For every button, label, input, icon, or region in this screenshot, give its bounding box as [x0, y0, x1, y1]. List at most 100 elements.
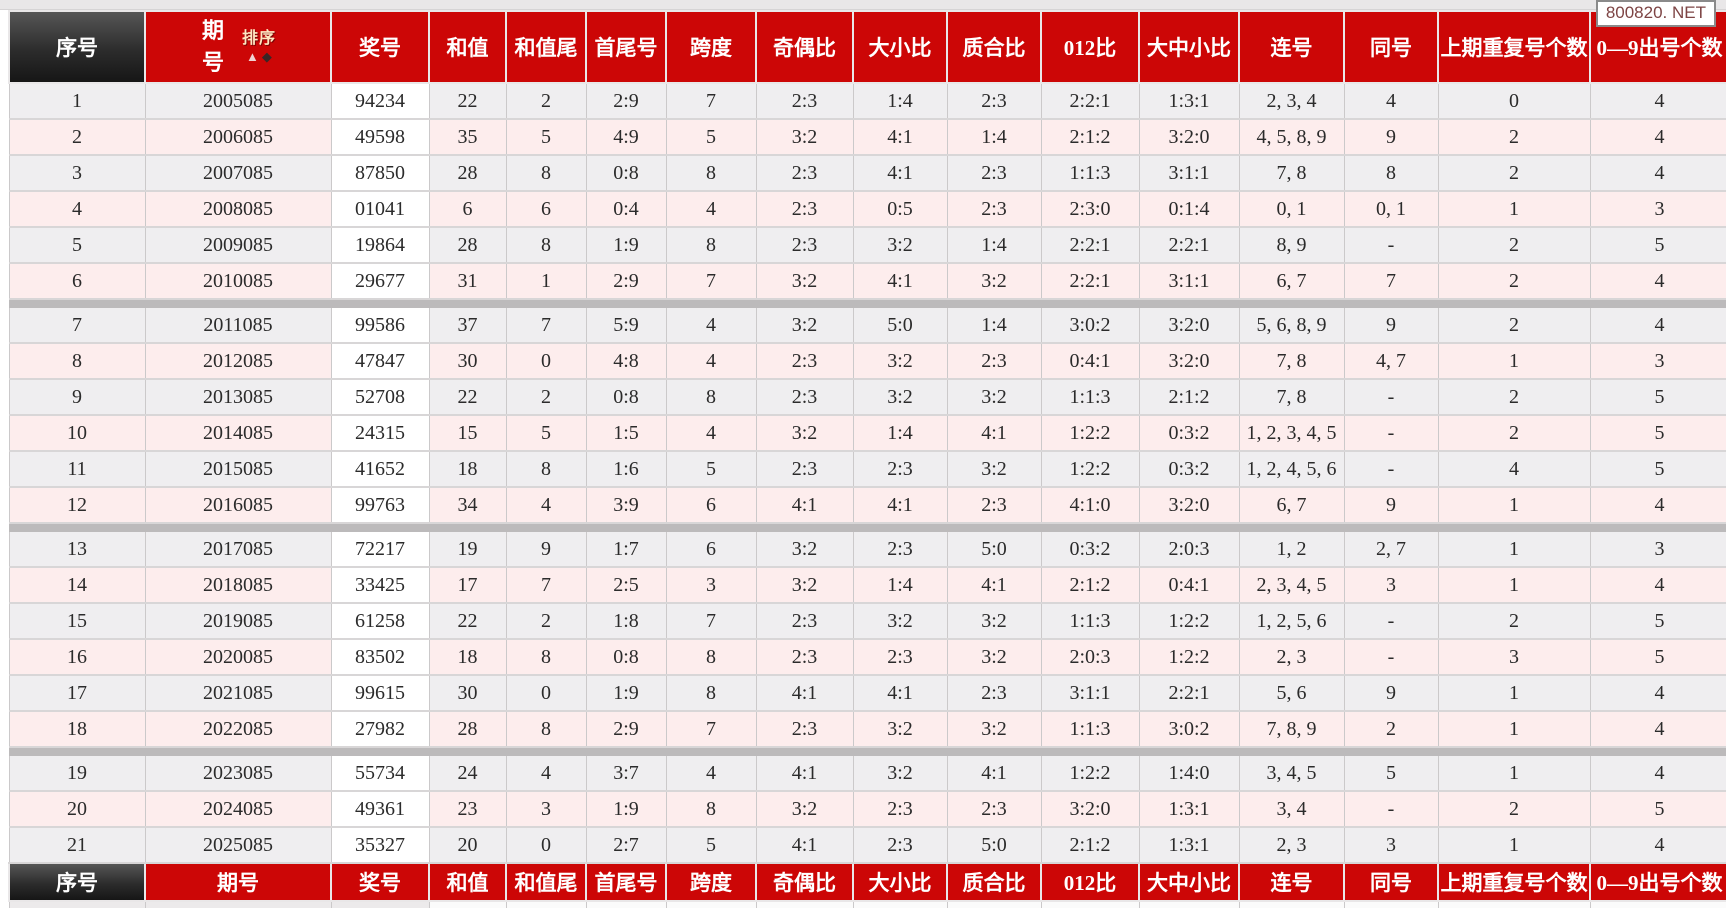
cell-span: 7	[665, 263, 757, 300]
cell-prev_repeat_count: 1	[1437, 567, 1591, 604]
cell-prev_repeat_count: 1	[1437, 191, 1591, 228]
cell-period: 2009085	[144, 227, 332, 264]
cell-span: 5	[665, 451, 757, 488]
cell-big_mid_small: 3:2:0	[1138, 308, 1240, 344]
cell-sum_tail: 0	[505, 675, 587, 712]
cell-sum_tail: 8	[505, 639, 587, 676]
cell-sum_tail: 2	[505, 603, 587, 640]
cell-big_mid_small: 3:2:0	[1138, 487, 1240, 524]
partial-cell	[665, 901, 757, 908]
cell-first_last: 0:8	[585, 379, 667, 416]
cell-sum: 19	[428, 532, 507, 568]
cell-same_number: 3	[1343, 567, 1439, 604]
partial-cell	[1138, 901, 1240, 908]
cell-sum: 20	[428, 827, 507, 864]
cell-prime_composite: 2:3	[946, 675, 1042, 712]
table-row: 13 2017085 72217 19 9 1:7 6 3:2 2:3 5:0 0:3:2 2:0:3…	[8, 532, 1726, 568]
cell-consecutive: 2, 3	[1238, 639, 1345, 676]
cell-sum_tail: 2	[505, 379, 587, 416]
cell-period: 2014085	[144, 415, 332, 452]
cell-big_mid_small: 1:3:1	[1138, 791, 1240, 828]
cell-period: 2016085	[144, 487, 332, 524]
cell-number: 52708	[330, 379, 430, 416]
cell-big_mid_small: 0:3:2	[1138, 451, 1240, 488]
cell-odd_even: 3:2	[755, 415, 854, 452]
cell-big_mid_small: 2:0:3	[1138, 532, 1240, 568]
cell-index: 12	[8, 487, 146, 524]
cell-prime_composite: 2:3	[946, 487, 1042, 524]
cell-prev_repeat_count: 2	[1437, 791, 1591, 828]
cell-prime_composite: 3:2	[946, 603, 1042, 640]
cell-consecutive: 6, 7	[1238, 487, 1345, 524]
cell-first_last: 3:9	[585, 487, 667, 524]
cell-number: 29677	[330, 263, 430, 300]
col-header-same_number: 同号	[1343, 10, 1439, 84]
cell-prime_composite: 2:3	[946, 343, 1042, 380]
cell-first_last: 0:4	[585, 191, 667, 228]
cell-period: 2015085	[144, 451, 332, 488]
col-header-sum_tail: 和值尾	[505, 10, 587, 84]
cell-same_number: 4	[1343, 83, 1439, 120]
partial-next-row	[8, 901, 1726, 908]
cell-sum: 18	[428, 639, 507, 676]
cell-odd_even: 2:3	[755, 227, 854, 264]
cell-digits_appeared: 5	[1589, 227, 1726, 264]
cell-sum_tail: 4	[505, 487, 587, 524]
cell-first_last: 1:8	[585, 603, 667, 640]
cell-odd_even: 4:1	[755, 487, 854, 524]
cell-number: 94234	[330, 83, 430, 120]
cell-consecutive: 3, 4	[1238, 791, 1345, 828]
cell-number: 19864	[330, 227, 430, 264]
cell-big_small: 4:1	[852, 675, 948, 712]
cell-prev_repeat_count: 2	[1437, 603, 1591, 640]
cell-same_number: -	[1343, 379, 1439, 416]
cell-digits_appeared: 4	[1589, 675, 1726, 712]
cell-big_small: 3:2	[852, 711, 948, 748]
cell-ratio_012: 2:3:0	[1040, 191, 1140, 228]
cell-same_number: 9	[1343, 675, 1439, 712]
col-header-period[interactable]: 期号 排序 ▲ ◆	[144, 10, 332, 84]
cell-index: 13	[8, 532, 146, 568]
table-row: 6 2010085 29677 31 1 2:9 7 3:2 4:1 3:2 2:2:1 3:1:1 6…	[8, 263, 1726, 300]
cell-first_last: 4:9	[585, 119, 667, 156]
cell-index: 2	[8, 119, 146, 156]
partial-cell	[585, 901, 667, 908]
sort-label: 排序	[241, 30, 276, 47]
cell-period: 2019085	[144, 603, 332, 640]
cell-index: 14	[8, 567, 146, 604]
cell-number: 41652	[330, 451, 430, 488]
cell-big_mid_small: 2:1:2	[1138, 379, 1240, 416]
partial-cell	[428, 901, 507, 908]
group-separator	[9, 747, 1726, 756]
cell-digits_appeared: 5	[1589, 379, 1726, 416]
cell-odd_even: 2:3	[755, 191, 854, 228]
cell-big_mid_small: 3:2:0	[1138, 119, 1240, 156]
cell-digits_appeared: 5	[1589, 791, 1726, 828]
cell-big_small: 3:2	[852, 603, 948, 640]
cell-prev_repeat_count: 2	[1437, 227, 1591, 264]
cell-big_small: 4:1	[852, 487, 948, 524]
cell-sum_tail: 9	[505, 532, 587, 568]
sort-desc-icon[interactable]: ◆	[261, 49, 272, 64]
footer-col-header-prev_repeat_count: 上期重复号个数	[1437, 862, 1591, 902]
cell-sum: 37	[428, 308, 507, 344]
cell-odd_even: 4:1	[755, 675, 854, 712]
sort-asc-icon[interactable]: ▲	[246, 49, 259, 64]
cell-prev_repeat_count: 2	[1437, 155, 1591, 192]
cell-ratio_012: 4:1:0	[1040, 487, 1140, 524]
footer-col-header-ratio_012: 012比	[1040, 862, 1140, 902]
cell-digits_appeared: 3	[1589, 343, 1726, 380]
cell-number: 99615	[330, 675, 430, 712]
cell-ratio_012: 1:1:3	[1040, 711, 1140, 748]
cell-prev_repeat_count: 2	[1437, 308, 1591, 344]
cell-number: 47847	[330, 343, 430, 380]
cell-period: 2010085	[144, 263, 332, 300]
partial-cell	[946, 901, 1042, 908]
cell-big_small: 2:3	[852, 791, 948, 828]
cell-digits_appeared: 5	[1589, 603, 1726, 640]
table-row: 3 2007085 87850 28 8 0:8 8 2:3 4:1 2:3 1:1:3 3:1:1 7…	[8, 155, 1726, 192]
sort-control[interactable]: 排序 ▲ ◆	[241, 30, 276, 64]
period-header-label: 期号	[201, 18, 224, 75]
cell-index: 7	[8, 308, 146, 344]
cell-sum: 22	[428, 603, 507, 640]
